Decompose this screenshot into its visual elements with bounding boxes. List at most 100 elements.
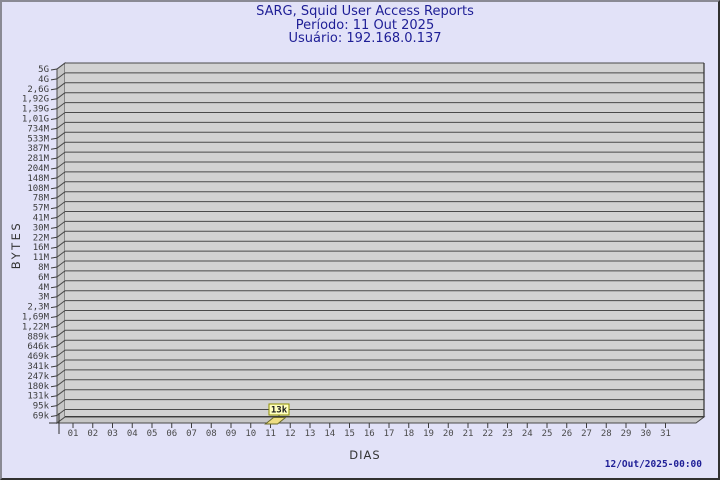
y-tick-label: 30M: [33, 223, 50, 233]
chart-title-block: SARG, Squid User Access Reports Período:…: [2, 5, 720, 46]
y-tick: [50, 127, 58, 130]
y-tick-label: 4G: [38, 75, 49, 85]
y-tick: [50, 375, 58, 378]
wall-hatch-line: [56, 181, 66, 189]
x-tick-label: 14: [324, 429, 335, 439]
x-tick-label: 07: [186, 429, 197, 439]
y-tick-label: 57M: [33, 204, 50, 214]
wall-hatch-line: [56, 82, 66, 90]
wall-hatch-line: [56, 389, 66, 397]
wall-hatch-line: [56, 151, 66, 159]
y-tick-label: 646k: [27, 342, 49, 352]
y-tick-label: 8M: [38, 263, 49, 273]
plot-area: [65, 63, 704, 417]
y-tick: [50, 187, 58, 190]
y-tick: [50, 405, 58, 408]
wall-hatch-line: [56, 131, 66, 139]
bar-value-label: 13k: [271, 406, 288, 416]
x-tick-label: 16: [364, 429, 375, 439]
x-tick-label: 28: [601, 429, 612, 439]
y-tick: [50, 276, 58, 279]
y-tick-label: 5G: [38, 65, 49, 75]
wall-hatch-line: [56, 161, 66, 169]
x-tick-label: 23: [502, 429, 513, 439]
generation-timestamp: 12/Out/2025-00:00: [604, 459, 702, 470]
y-tick: [50, 395, 58, 398]
y-tick: [50, 167, 58, 170]
chart-user: Usuário: 192.168.0.137: [288, 31, 442, 46]
x-tick-label: 15: [344, 429, 355, 439]
x-tick-label: 26: [561, 429, 572, 439]
y-tick: [50, 296, 58, 299]
y-tick: [50, 355, 58, 358]
x-tick-label: 20: [443, 429, 454, 439]
x-tick-label: 27: [581, 429, 592, 439]
wall-hatch-line: [56, 270, 66, 278]
y-tick: [50, 137, 58, 140]
wall-hatch-line: [56, 72, 66, 80]
y-tick: [50, 68, 58, 71]
y-tick: [50, 118, 58, 120]
y-tick-label: 95k: [33, 402, 50, 412]
x-tick-label: 02: [87, 429, 98, 439]
x-tick-label: 06: [166, 429, 177, 439]
wall-hatch-line: [56, 102, 66, 109]
x-tick-label: 03: [107, 429, 118, 439]
x-tick-label: 22: [482, 429, 493, 439]
x-tick-label: 09: [226, 429, 237, 439]
wall-hatch-line: [56, 349, 66, 357]
wall-hatch-line: [56, 300, 66, 308]
wall-hatch-line: [56, 112, 66, 119]
y-tick: [50, 385, 58, 388]
point-label-box: [268, 403, 290, 416]
wall-hatch-line: [56, 329, 66, 337]
y-tick-label: 1,69M: [22, 313, 50, 323]
y-tick: [50, 98, 58, 101]
wall-hatch-line: [56, 141, 66, 149]
y-tick: [50, 345, 58, 348]
y-tick-label: 247k: [27, 372, 49, 382]
y-tick-label: 1,92G: [22, 95, 49, 105]
wall-hatch-line: [56, 310, 66, 317]
x-tick-label: 11: [265, 429, 276, 439]
y-tick: [50, 217, 58, 219]
y-tick-label: 6M: [38, 273, 49, 283]
y-tick: [50, 365, 58, 368]
x-tick-label: 05: [147, 429, 158, 439]
x-tick-label: 13: [305, 429, 316, 439]
y-tick: [50, 197, 58, 200]
y-tick-label: 11M: [33, 253, 50, 263]
x-tick-label: 01: [68, 429, 79, 439]
chart-title: SARG, Squid User Access Reports: [256, 4, 474, 19]
wall-hatch-line: [56, 399, 66, 407]
x-tick-label: 08: [206, 429, 217, 439]
x-tick-label: 29: [621, 429, 632, 439]
wall-hatch-line: [56, 62, 66, 70]
wall-hatch-line: [56, 319, 66, 327]
wall-hatch-line: [56, 230, 66, 238]
plot-floor: [55, 416, 706, 424]
y-tick: [50, 325, 58, 328]
wall-hatch-line: [56, 260, 66, 268]
y-tick: [50, 78, 58, 81]
wall-hatch-line: [56, 211, 66, 218]
y-tick-label: 1,01G: [22, 115, 49, 125]
y-tick: [50, 335, 58, 338]
y-tick-label: 2,3M: [27, 303, 49, 313]
chart-period: Período: 11 Out 2025: [295, 17, 435, 33]
wall-hatch-line: [56, 201, 66, 209]
y-tick: [50, 226, 58, 229]
y-tick-label: 1,22M: [22, 322, 50, 332]
y-tick-label: 148M: [27, 174, 49, 184]
y-tick-label: 387M: [27, 144, 49, 154]
y-tick-label: 69k: [33, 412, 50, 422]
y-tick-label: 341k: [27, 362, 49, 372]
y-tick-label: 533M: [27, 134, 49, 144]
x-tick-label: 18: [403, 429, 414, 439]
x-tick-label: 12: [285, 429, 296, 439]
x-tick-label: 19: [423, 429, 434, 439]
y-tick-label: 16M: [33, 243, 50, 253]
x-axis-title: DIAS: [349, 448, 381, 462]
